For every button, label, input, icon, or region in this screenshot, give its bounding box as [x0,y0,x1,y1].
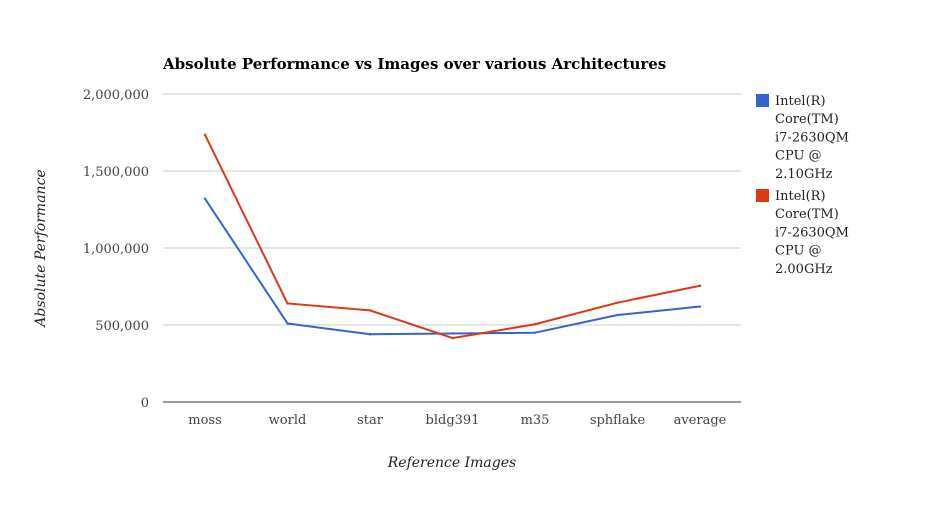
x-tick-label: bldg391 [426,413,480,428]
y-tick-label: 1,500,000 [83,165,149,180]
legend-label: Intel(R) [775,189,826,204]
data-point[interactable] [533,323,537,326]
data-point[interactable] [616,313,619,317]
y-tick-label: 2,000,000 [83,88,149,103]
legend-label: i7-2630QM [775,130,849,145]
y-tick-label: 0 [141,396,149,411]
gridlines [163,93,741,403]
series-line-2[interactable] [204,134,701,340]
legend-label: Intel(R) [775,94,826,109]
x-tick-label: sphflake [590,413,646,428]
x-tick-label: world [269,413,307,428]
data-point[interactable] [203,133,207,137]
legend-swatch [756,94,769,107]
y-axis-ticks: 0 500,000 1,000,000 1,500,000 2,000,000 [83,88,149,411]
data-point[interactable] [203,197,207,200]
legend-label: CPU @ [775,244,822,259]
series-lines [203,133,702,340]
x-tick-label: moss [188,413,222,428]
x-axis-ticks: moss world star bldg391 m35 sphflake average [188,413,726,428]
legend-label: Core(TM) [775,207,839,222]
data-point[interactable] [451,336,454,340]
y-tick-label: 1,000,000 [83,242,149,257]
chart-title: Absolute Performance vs Images over vari… [162,55,666,73]
data-point[interactable] [368,333,372,336]
data-point[interactable] [286,302,289,305]
y-axis-title: Absolute Performance [33,169,49,328]
legend-item-2[interactable]: Intel(R) Core(TM) i7-2630QM CPU @ 2.00GHz [756,189,849,277]
legend-label: Core(TM) [775,112,839,127]
data-point[interactable] [451,332,454,335]
x-tick-label: average [674,413,727,428]
data-point[interactable] [533,331,537,334]
x-tick-label: star [357,413,384,428]
data-point[interactable] [698,284,702,287]
data-point[interactable] [616,301,619,304]
legend-label: i7-2630QM [775,225,849,240]
legend-label: 2.10GHz [775,167,833,182]
x-tick-label: m35 [521,413,550,428]
legend-swatch [756,189,769,202]
legend-label: 2.00GHz [775,262,833,277]
legend-label: CPU @ [775,149,822,164]
series-line-1[interactable] [204,198,701,336]
legend-item-1[interactable]: Intel(R) Core(TM) i7-2630QM CPU @ 2.10GHz [756,94,849,182]
data-point[interactable] [368,309,372,312]
data-point[interactable] [286,322,289,325]
data-point[interactable] [698,305,702,308]
x-axis-title: Reference Images [387,455,516,471]
y-tick-label: 500,000 [95,319,149,334]
